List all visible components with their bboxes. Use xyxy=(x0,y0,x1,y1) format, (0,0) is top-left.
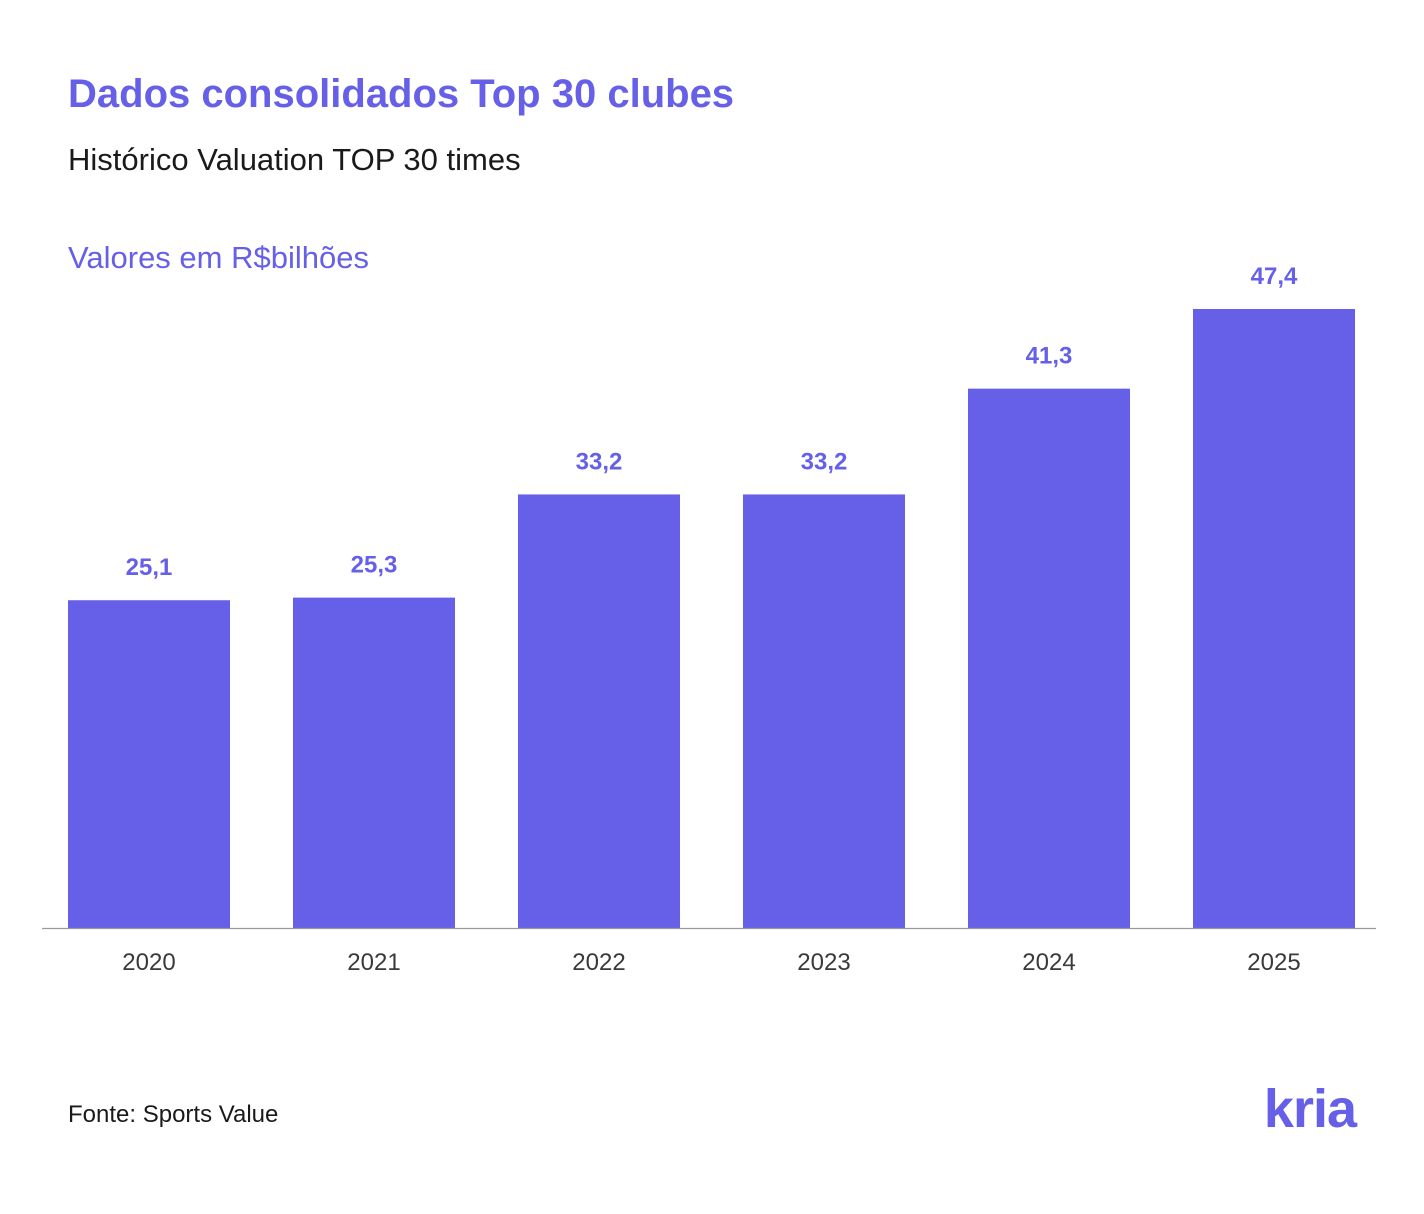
chart-subtitle: Histórico Valuation TOP 30 times xyxy=(68,142,521,177)
source-note: Fonte: Sports Value xyxy=(68,1101,279,1128)
units-label: Valores em R$bilhões xyxy=(68,240,369,275)
x-tick-label-2021: 2021 xyxy=(347,949,400,976)
chart-title: Dados consolidados Top 30 clubes xyxy=(68,72,735,116)
data-label-2025: 47,4 xyxy=(1251,263,1298,290)
x-tick-label-2024: 2024 xyxy=(1022,949,1075,976)
x-tick-label-2022: 2022 xyxy=(572,949,625,976)
kria-logo: kria xyxy=(1263,1079,1357,1139)
bar-2020 xyxy=(68,600,230,928)
bar-2023 xyxy=(743,494,905,928)
x-tick-label-2020: 2020 xyxy=(122,949,175,976)
data-label-2020: 25,1 xyxy=(126,554,173,581)
data-label-2021: 25,3 xyxy=(351,552,398,579)
x-tick-label-2023: 2023 xyxy=(797,949,850,976)
bar-2025 xyxy=(1193,309,1355,928)
bar-2022 xyxy=(518,494,680,928)
bar-2024 xyxy=(968,388,1130,928)
data-label-2023: 33,2 xyxy=(801,448,848,475)
bar-2021 xyxy=(293,597,455,928)
data-label-2024: 41,3 xyxy=(1026,343,1073,370)
x-tick-label-2025: 2025 xyxy=(1247,949,1300,976)
data-label-2022: 33,2 xyxy=(576,448,623,475)
